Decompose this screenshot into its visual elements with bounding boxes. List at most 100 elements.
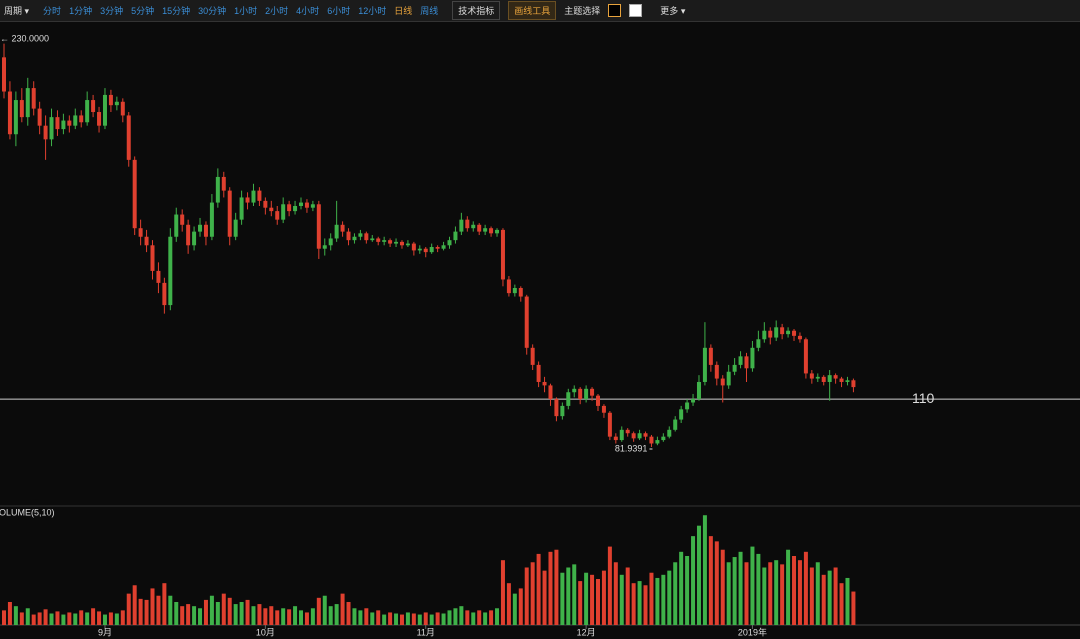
candle-body bbox=[186, 224, 191, 246]
candle-body bbox=[625, 429, 630, 434]
candle-body bbox=[281, 204, 286, 220]
more-menu[interactable]: 更多 ▾ bbox=[660, 6, 686, 16]
interval-button[interactable]: 15分钟 bbox=[162, 6, 191, 16]
candle-body bbox=[376, 238, 381, 242]
candle-body bbox=[774, 327, 779, 338]
volume-bar bbox=[334, 604, 339, 625]
volume-bar bbox=[625, 567, 630, 625]
volume-bar bbox=[180, 606, 185, 625]
candle-body bbox=[732, 364, 737, 372]
candle-body bbox=[346, 231, 351, 241]
volume-bar bbox=[61, 614, 66, 625]
volume-bar bbox=[590, 574, 595, 625]
candle-body bbox=[601, 405, 606, 413]
volume-bar bbox=[399, 614, 404, 625]
volume-bar bbox=[209, 595, 214, 625]
period-label: 周期 bbox=[4, 6, 23, 16]
low-label: 81.9391 bbox=[615, 443, 648, 453]
volume-bar bbox=[655, 577, 660, 625]
volume-bar bbox=[227, 597, 232, 625]
volume-bar bbox=[786, 549, 791, 625]
candle-body bbox=[780, 327, 785, 335]
interval-button[interactable]: 5分钟 bbox=[131, 6, 155, 16]
theme-light[interactable] bbox=[629, 4, 643, 17]
volume-bar bbox=[643, 585, 648, 625]
candle-body bbox=[584, 388, 589, 400]
period-menu[interactable]: 周期 ▾ bbox=[4, 6, 30, 16]
volume-bar bbox=[97, 611, 102, 625]
volume-bar bbox=[566, 567, 571, 625]
candle-body bbox=[655, 440, 660, 444]
candle-body bbox=[453, 231, 458, 241]
interval-button[interactable]: 2小时 bbox=[265, 6, 289, 16]
theme-dark[interactable] bbox=[608, 4, 622, 17]
volume-bar bbox=[310, 608, 315, 625]
candle-body bbox=[299, 202, 303, 206]
volume-bar bbox=[2, 610, 6, 625]
candle-body bbox=[714, 364, 719, 379]
interval-button[interactable]: 日线 bbox=[394, 6, 413, 16]
volume-bar bbox=[156, 595, 161, 625]
candle-body bbox=[673, 419, 678, 430]
volume-bar bbox=[346, 602, 351, 625]
x-tick-label: 2019年 bbox=[738, 626, 767, 637]
candle-body bbox=[809, 373, 814, 379]
candle-body bbox=[560, 405, 565, 417]
volume-bar bbox=[774, 560, 779, 625]
max-label: ← 230.0000 bbox=[0, 33, 49, 43]
candle-body bbox=[364, 233, 369, 241]
volume-bar bbox=[809, 567, 814, 625]
candle-body bbox=[619, 429, 624, 441]
volume-bar bbox=[833, 567, 838, 625]
indicators-button[interactable]: 技术指标 bbox=[452, 1, 501, 20]
volume-bar bbox=[126, 593, 131, 625]
interval-button[interactable]: 4小时 bbox=[296, 6, 320, 16]
interval-button[interactable]: 分时 bbox=[43, 6, 62, 16]
candle-body bbox=[459, 219, 464, 232]
candle-body bbox=[596, 395, 600, 406]
candle-body bbox=[388, 240, 393, 244]
interval-button[interactable]: 1分钟 bbox=[69, 6, 93, 16]
candle-body bbox=[768, 330, 773, 338]
volume-bar bbox=[768, 562, 773, 625]
volume-bar bbox=[55, 611, 60, 625]
interval-button[interactable]: 12小时 bbox=[358, 6, 387, 16]
volume-bar bbox=[685, 556, 690, 625]
interval-button[interactable]: 1小时 bbox=[234, 6, 258, 16]
candle-body bbox=[198, 224, 203, 232]
interval-button[interactable]: 30分钟 bbox=[198, 6, 227, 16]
candle-body bbox=[524, 296, 529, 348]
volume-bar bbox=[839, 583, 844, 625]
candle-body bbox=[144, 236, 149, 246]
volume-bar bbox=[85, 612, 90, 625]
volume-bar bbox=[394, 613, 399, 625]
interval-button[interactable]: 6小时 bbox=[327, 6, 351, 16]
volume-bar bbox=[275, 610, 280, 625]
candle-body bbox=[399, 241, 404, 246]
volume-bar bbox=[316, 597, 321, 625]
candle-body bbox=[358, 233, 363, 237]
candle-body bbox=[227, 190, 232, 237]
volume-bar bbox=[168, 595, 173, 625]
drawing-tools-button[interactable]: 画线工具 bbox=[508, 1, 557, 20]
interval-button[interactable]: 周线 bbox=[420, 6, 439, 16]
interval-button[interactable]: 3分钟 bbox=[100, 6, 124, 16]
candle-body bbox=[744, 356, 749, 369]
volume-bar bbox=[536, 553, 541, 625]
volume-bar bbox=[691, 536, 696, 625]
candle-body bbox=[2, 57, 6, 92]
volume-bar bbox=[91, 608, 96, 625]
candle-body bbox=[471, 224, 476, 229]
candle-body bbox=[257, 190, 262, 201]
theme-label: 主题选择 bbox=[564, 6, 601, 16]
volume-bar bbox=[572, 564, 577, 625]
volume-bar bbox=[108, 612, 113, 625]
volume-bar bbox=[506, 583, 511, 625]
volume-bar bbox=[554, 549, 559, 625]
volume-bar bbox=[257, 604, 262, 625]
volume-bar bbox=[13, 606, 18, 625]
candle-body bbox=[168, 236, 173, 306]
volume-bar bbox=[607, 546, 612, 625]
candle-body bbox=[411, 243, 416, 251]
candle-body bbox=[13, 100, 18, 135]
